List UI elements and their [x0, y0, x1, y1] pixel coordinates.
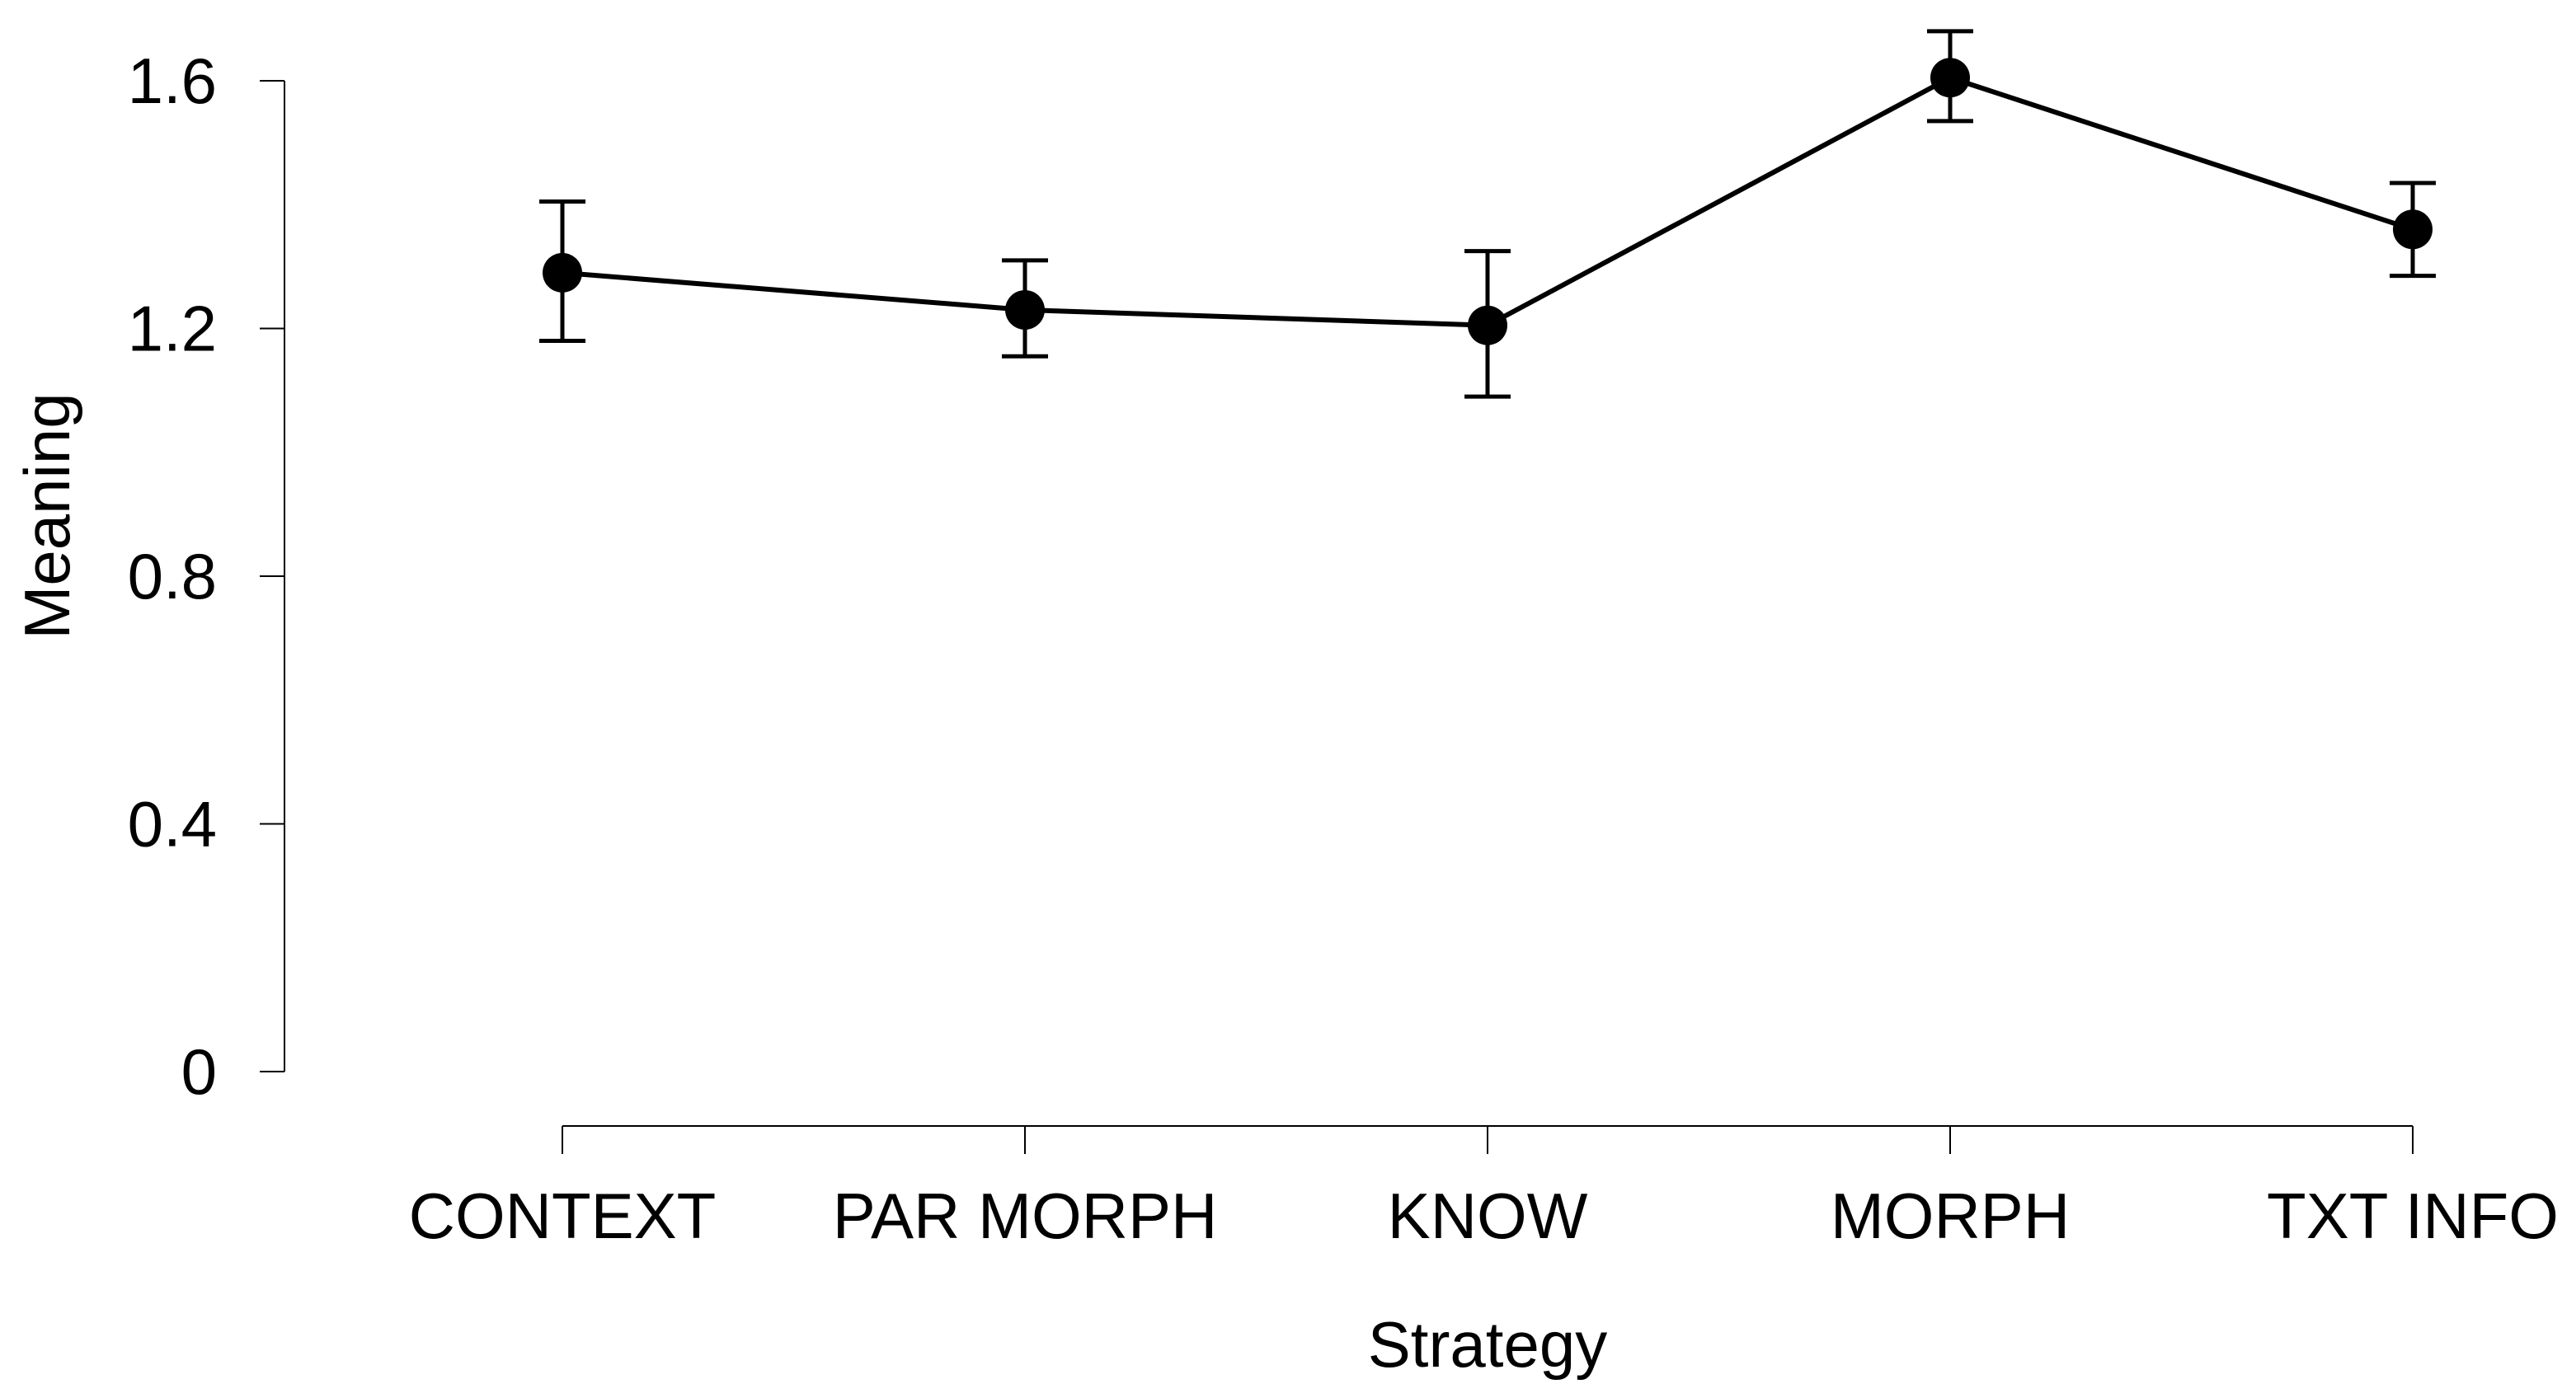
data-point: [543, 252, 582, 293]
data-point: [2393, 209, 2433, 250]
y-tick-label: 0.8: [128, 540, 217, 612]
y-ticks: 0 0.4 0.8 1.2 1.6: [128, 45, 284, 1108]
x-tick-label: TXT INFO: [2267, 1180, 2559, 1252]
y-tick-label: 0.4: [128, 788, 217, 861]
y-tick-label: 1.6: [128, 45, 217, 117]
series: [539, 29, 2436, 399]
x-tick-label: KNOW: [1388, 1180, 1588, 1252]
data-point: [1468, 305, 1507, 345]
x-tick-label: CONTEXT: [409, 1180, 717, 1252]
data-point: [1930, 58, 1970, 98]
y-tick-label: 0: [181, 1035, 217, 1108]
y-tick-label: 1.2: [128, 293, 217, 365]
x-ticks: CONTEXT PAR MORPH KNOW MORPH TXT INFO: [409, 1126, 2559, 1252]
x-axis-title: Strategy: [1368, 1308, 1607, 1381]
x-tick-label: PAR MORPH: [833, 1180, 1218, 1252]
y-axis-title: Meaning: [11, 392, 83, 639]
data-point: [1005, 289, 1045, 330]
x-tick-label: MORPH: [1831, 1180, 2070, 1252]
